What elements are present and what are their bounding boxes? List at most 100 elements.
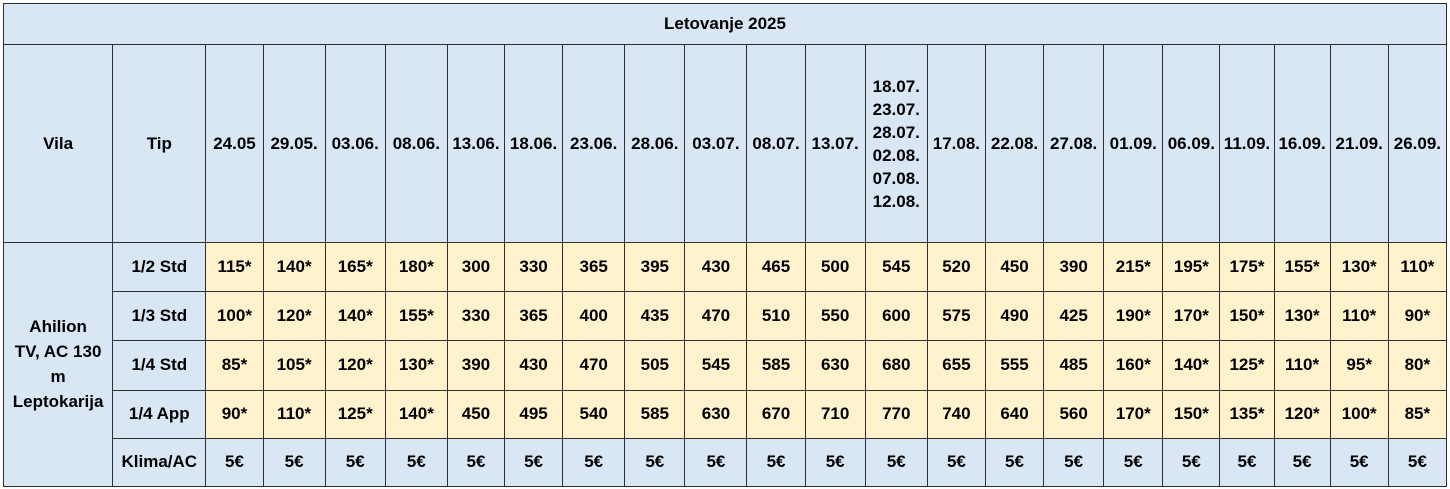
price-cell: 365 <box>562 241 626 293</box>
price-cell: 630 <box>804 340 866 391</box>
ac-price-cell: 5€ <box>1387 437 1448 488</box>
ac-price-cell: 5€ <box>324 437 386 488</box>
period-date: 12.08. <box>872 191 920 211</box>
price-cell: 560 <box>1043 389 1105 439</box>
price-cell: 555 <box>984 340 1045 391</box>
period-header: 17.08. <box>926 44 986 243</box>
type-header: Tip <box>112 44 207 243</box>
price-cell: 110* <box>1273 340 1331 391</box>
ac-price-cell: 5€ <box>804 437 866 488</box>
period-header: 28.06. <box>624 44 686 243</box>
price-cell: 140* <box>1162 340 1221 391</box>
price-cell: 190* <box>1103 291 1164 342</box>
period-header: 11.09. <box>1219 44 1275 243</box>
price-cell: 110* <box>262 389 326 439</box>
period-header: 01.09. <box>1103 44 1164 243</box>
ac-price-cell: 5€ <box>205 437 264 488</box>
period-date: 03.06. <box>331 134 379 154</box>
price-cell: 135* <box>1219 389 1275 439</box>
price-cell: 180* <box>384 241 448 293</box>
period-header: 23.06. <box>562 44 626 243</box>
price-cell: 150* <box>1162 389 1221 439</box>
period-header: 24.05 <box>205 44 264 243</box>
period-date: 21.09. <box>1335 134 1383 154</box>
price-cell: 130* <box>1329 241 1389 293</box>
price-cell: 100* <box>1329 389 1389 439</box>
ac-price-cell: 5€ <box>1043 437 1105 488</box>
room-type: 1/2 Std <box>112 241 207 293</box>
period-header: 26.09. <box>1387 44 1448 243</box>
price-cell: 430 <box>503 340 564 391</box>
period-date: 16.09. <box>1278 134 1326 154</box>
price-cell: 170* <box>1103 389 1164 439</box>
price-cell: 470 <box>684 291 748 342</box>
price-cell: 470 <box>562 340 626 391</box>
price-cell: 575 <box>926 291 986 342</box>
price-cell: 540 <box>562 389 626 439</box>
ac-price-cell: 5€ <box>1329 437 1389 488</box>
period-date: 28.07. <box>872 122 920 142</box>
price-cell: 175* <box>1219 241 1275 293</box>
price-cell: 500 <box>804 241 866 293</box>
villa-line: Leptokarija <box>12 392 104 412</box>
period-date: 17.08. <box>932 134 981 154</box>
period-date: 08.06. <box>392 134 440 154</box>
price-cell: 90* <box>205 389 264 439</box>
period-date: 18.07. <box>872 76 920 96</box>
price-cell: 520 <box>926 241 986 293</box>
period-date: 29.05. <box>270 134 318 154</box>
ac-price-cell: 5€ <box>1273 437 1331 488</box>
price-cell: 465 <box>746 241 806 293</box>
period-date: 11.09. <box>1223 134 1271 154</box>
period-date: 23.07. <box>872 99 920 119</box>
ac-price-cell: 5€ <box>562 437 626 488</box>
period-date: 22.08. <box>990 134 1039 154</box>
price-cell: 120* <box>324 340 386 391</box>
price-cell: 495 <box>503 389 564 439</box>
table-title: Letovanje 2025 <box>3 2 1447 46</box>
period-date: 24.05 <box>213 134 256 154</box>
ac-price-cell: 5€ <box>446 437 506 488</box>
price-cell: 640 <box>984 389 1045 439</box>
price-cell: 450 <box>984 241 1045 293</box>
price-cell: 85* <box>1387 389 1448 439</box>
price-cell: 600 <box>864 291 928 342</box>
table-row: 1/3 Std 100* 120* 140* 155* 330 365 400 435 470 51… <box>4 291 1448 342</box>
price-cell: 105* <box>262 340 326 391</box>
period-header: 08.06. <box>384 44 448 243</box>
period-date: 03.07. <box>692 134 740 154</box>
period-header: 03.07. <box>684 44 748 243</box>
villa-cell: Ahilion TV, AC 130 m Leptokarija <box>2 241 114 488</box>
price-cell: 655 <box>926 340 986 391</box>
period-header: 06.09. <box>1162 44 1221 243</box>
price-cell: 170* <box>1162 291 1221 342</box>
villa-line: TV, AC 130 <box>14 342 102 362</box>
period-header: 13.06. <box>446 44 506 243</box>
price-cell: 585 <box>746 340 806 391</box>
price-cell: 95* <box>1329 340 1389 391</box>
period-date: 18.06. <box>509 134 558 154</box>
price-cell: 100* <box>205 291 264 342</box>
price-cell: 585 <box>624 389 686 439</box>
price-cell: 430 <box>684 241 748 293</box>
ac-price-cell: 5€ <box>1103 437 1164 488</box>
price-cell: 390 <box>446 340 506 391</box>
price-cell: 80* <box>1387 340 1448 391</box>
period-header: 29.05. <box>262 44 326 243</box>
price-cell: 215* <box>1103 241 1164 293</box>
period-header: 16.09. <box>1273 44 1331 243</box>
ac-price-cell: 5€ <box>384 437 448 488</box>
ac-price-cell: 5€ <box>1219 437 1275 488</box>
price-cell: 110* <box>1387 241 1448 293</box>
period-header: 21.09. <box>1329 44 1389 243</box>
period-header: 27.08. <box>1043 44 1105 243</box>
price-cell: 120* <box>262 291 326 342</box>
period-date: 26.09. <box>1393 134 1441 154</box>
price-cell: 630 <box>684 389 748 439</box>
ac-price-cell: 5€ <box>684 437 748 488</box>
ac-price-cell: 5€ <box>262 437 326 488</box>
price-cell: 150* <box>1219 291 1275 342</box>
ac-price-cell: 5€ <box>1162 437 1221 488</box>
price-cell: 485 <box>1043 340 1105 391</box>
price-cell: 110* <box>1329 291 1389 342</box>
